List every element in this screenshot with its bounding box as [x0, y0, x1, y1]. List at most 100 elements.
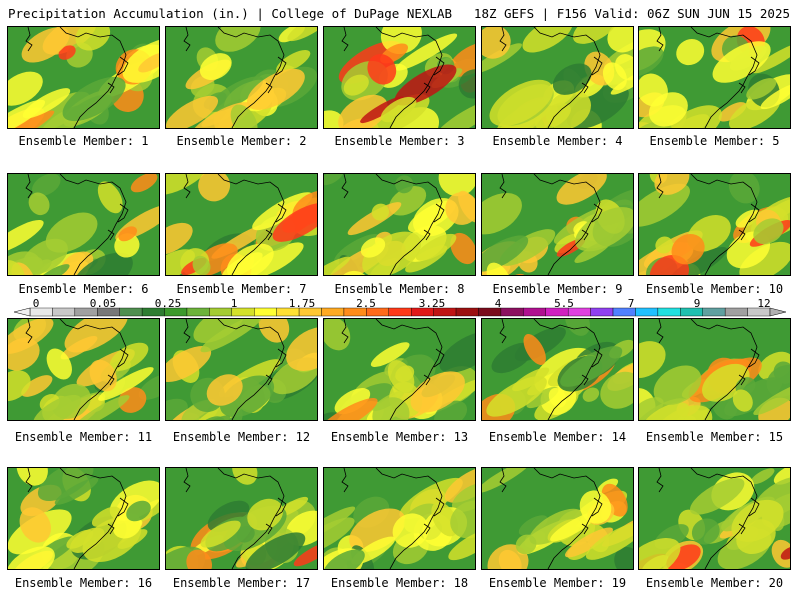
coastline [183, 27, 287, 128]
colorbar-tick-label: 3.25 [418, 297, 446, 310]
coastline [341, 319, 445, 420]
ensemble-member-map [323, 173, 476, 276]
ensemble-member-label: Ensemble Member: 19 [488, 576, 627, 590]
coastline [656, 319, 760, 420]
ensemble-member-label: Ensemble Member: 13 [330, 430, 469, 444]
precipitation-field [8, 174, 159, 275]
precipitation-field [324, 319, 475, 420]
ensemble-member-map [638, 318, 791, 421]
ensemble-member-map [481, 173, 634, 276]
map-title: Precipitation Accumulation (in.) | Colle… [8, 6, 453, 21]
precipitation-field [639, 468, 790, 569]
coastline [499, 27, 603, 128]
colorbar-cell [523, 307, 546, 317]
precipitation-field [8, 27, 159, 128]
precipitation-field [482, 468, 633, 569]
precipitation-field [324, 174, 475, 275]
model-run-info: 18Z GEFS | F156 Valid: 06Z SUN JUN 15 20… [473, 6, 790, 21]
colorbar-cell [388, 307, 412, 317]
colorbar-cell [590, 307, 614, 317]
ensemble-member-map [323, 318, 476, 421]
colorbar-tick-label: 2.5 [356, 297, 376, 310]
colorbar-tick-label: 9 [693, 297, 701, 310]
precipitation-field [166, 468, 317, 569]
ensemble-member-map [7, 467, 160, 570]
colorbar-cell [635, 307, 659, 317]
colorbar-cell [724, 307, 748, 317]
coastline [499, 468, 603, 569]
ensemble-member-label: Ensemble Member: 9 [492, 282, 623, 296]
precipitation-field [482, 319, 633, 420]
colorbar-cell [702, 307, 726, 317]
colorbar-tick-label: 0.25 [154, 297, 182, 310]
precipitation-field [166, 174, 317, 275]
colorbar-cell [119, 307, 143, 317]
coastline [656, 468, 760, 569]
coastline [183, 174, 287, 275]
ensemble-member-map [165, 318, 318, 421]
ensemble-member-map [638, 467, 791, 570]
ensemble-member-label: Ensemble Member: 6 [18, 282, 149, 296]
coastline [499, 174, 603, 275]
colorbar-tick-label: 1 [230, 297, 238, 310]
colorbar-cell [455, 307, 479, 317]
ensemble-member-map [481, 26, 634, 129]
colorbar-tick-label: 1.75 [288, 297, 316, 310]
ensemble-member-label: Ensemble Member: 14 [488, 430, 627, 444]
coastline [499, 319, 603, 420]
precipitation-field [166, 319, 317, 420]
ensemble-member-label: Ensemble Member: 7 [176, 282, 307, 296]
coastline [25, 468, 129, 569]
colorbar-tick-label: 7 [627, 297, 635, 310]
precipitation-field [639, 319, 790, 420]
precipitation-field [166, 27, 317, 128]
ensemble-member-label: Ensemble Member: 12 [172, 430, 311, 444]
ensemble-member-map [481, 467, 634, 570]
colorbar-tick-label: 4 [494, 297, 502, 310]
ensemble-member-map [7, 26, 160, 129]
coastline [25, 319, 129, 420]
colorbar-tick-label: 0.05 [89, 297, 117, 310]
ensemble-member-label: Ensemble Member: 1 [18, 134, 149, 148]
coastline [341, 27, 445, 128]
coastline [656, 27, 760, 128]
precipitation-field [639, 174, 790, 275]
colorbar-cell [500, 307, 524, 317]
colorbar-cell [254, 307, 277, 317]
ensemble-member-label: Ensemble Member: 3 [334, 134, 465, 148]
ensemble-member-label: Ensemble Member: 18 [330, 576, 469, 590]
ensemble-member-map [165, 467, 318, 570]
colorbar-tick-label: 0 [32, 297, 40, 310]
ensemble-member-label: Ensemble Member: 17 [172, 576, 311, 590]
colorbar-right-arrow [769, 307, 787, 317]
colorbar-cell [209, 307, 233, 317]
ensemble-member-map [638, 173, 791, 276]
ensemble-member-label: Ensemble Member: 20 [645, 576, 784, 590]
ensemble-member-map [165, 26, 318, 129]
colorbar-left-arrow [13, 307, 31, 317]
ensemble-member-label: Ensemble Member: 11 [14, 430, 153, 444]
precipitation-field [8, 468, 159, 569]
ensemble-member-label: Ensemble Member: 8 [334, 282, 465, 296]
precipitation-field [639, 27, 790, 128]
coastline [25, 174, 129, 275]
ensemble-member-label: Ensemble Member: 2 [176, 134, 307, 148]
ensemble-member-label: Ensemble Member: 15 [645, 430, 784, 444]
colorbar-cell [321, 307, 345, 317]
ensemble-member-map [7, 173, 160, 276]
coastline [656, 174, 760, 275]
colorbar-cell [657, 307, 681, 317]
coastline [25, 27, 129, 128]
coastline [183, 319, 287, 420]
colorbar-tick-label: 5.5 [554, 297, 574, 310]
colorbar-cell [186, 307, 210, 317]
ensemble-member-label: Ensemble Member: 10 [645, 282, 784, 296]
ensemble-member-map [7, 318, 160, 421]
coastline [341, 468, 445, 569]
precipitation-field [482, 174, 633, 275]
ensemble-member-label: Ensemble Member: 4 [492, 134, 623, 148]
ensemble-member-map [323, 26, 476, 129]
ensemble-member-map [481, 318, 634, 421]
ensemble-member-label: Ensemble Member: 5 [649, 134, 780, 148]
coastline [183, 468, 287, 569]
